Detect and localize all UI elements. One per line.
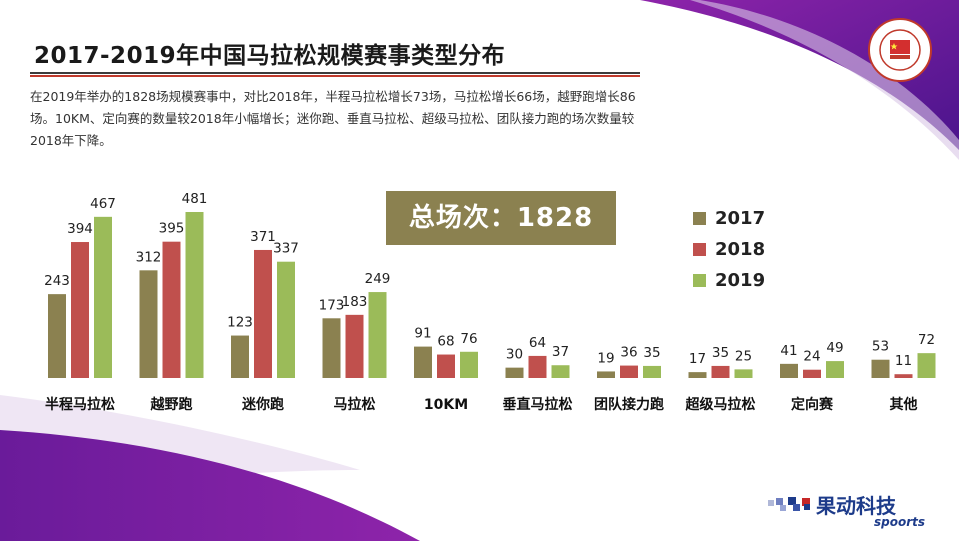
bar-2019-7 <box>734 369 753 378</box>
legend-swatch-2017 <box>693 212 706 225</box>
bar-2019-0 <box>94 216 112 378</box>
chart-legend: 2017 2018 2019 <box>693 203 765 296</box>
bar-2017-8 <box>780 363 798 378</box>
category-label-1: 越野跑 <box>150 396 193 413</box>
category-label-0: 半程马拉松 <box>45 396 115 413</box>
legend-label-2018: 2018 <box>715 239 766 260</box>
category-label-8: 定向赛 <box>791 396 834 413</box>
bar-2018-5 <box>528 355 547 378</box>
bar-2018-4 <box>437 354 455 378</box>
data-label-2018-1: 395 <box>159 221 185 237</box>
bar-2018-6 <box>620 365 638 378</box>
data-label-2019-5: 37 <box>552 344 569 360</box>
bar-2017-7 <box>688 372 707 378</box>
data-label-2017-8: 41 <box>780 343 797 359</box>
bar-2017-1 <box>139 270 158 378</box>
legend-item-2019: 2019 <box>693 265 765 296</box>
bar-2017-9 <box>871 359 890 378</box>
data-label-2018-3: 183 <box>342 294 368 310</box>
brand-logo: 果动科技 spoorts <box>768 490 948 530</box>
bar-2017-6 <box>597 371 615 378</box>
bar-2019-5 <box>551 365 570 378</box>
legend-swatch-2018 <box>693 243 706 256</box>
bar-2017-5 <box>505 367 524 378</box>
data-label-2018-8: 24 <box>803 349 820 365</box>
data-label-2018-7: 35 <box>712 345 729 361</box>
bar-2018-2 <box>254 249 272 378</box>
bar-2019-6 <box>643 365 661 378</box>
legend-item-2018: 2018 <box>693 234 765 265</box>
description-text: 在2019年举办的1828场规模赛事中，对比2018年，半程马拉松增长73场，马… <box>30 89 636 148</box>
data-label-2019-6: 35 <box>643 345 660 361</box>
chinese-athletics-association-logo-icon <box>868 18 932 82</box>
bar-2019-4 <box>460 351 478 378</box>
bar-2019-2 <box>277 261 295 378</box>
data-label-2018-9: 11 <box>895 353 912 369</box>
data-label-2018-4: 68 <box>437 334 454 350</box>
bar-2017-2 <box>231 335 249 378</box>
brand-name-en: spoorts <box>874 515 926 529</box>
page-title: 2017-2019年中国马拉松规模赛事类型分布 <box>34 43 506 69</box>
category-label-6: 团队接力跑 <box>594 396 664 413</box>
legend-item-2017: 2017 <box>693 203 765 234</box>
data-label-2019-9: 72 <box>918 332 935 348</box>
bar-2019-9 <box>917 353 936 378</box>
legend-swatch-2019 <box>693 274 706 287</box>
brand-name-cn: 果动科技 <box>816 494 896 518</box>
data-label-2017-3: 173 <box>319 297 345 313</box>
title-underline <box>30 72 640 77</box>
data-label-2017-5: 30 <box>506 347 523 363</box>
data-label-2018-0: 394 <box>67 221 93 237</box>
bar-2017-3 <box>322 318 341 378</box>
bar-2018-9 <box>894 374 913 378</box>
bar-2018-8 <box>803 369 821 378</box>
data-label-2019-8: 49 <box>826 340 843 356</box>
data-label-2019-4: 76 <box>460 331 477 347</box>
bar-2019-3 <box>368 292 387 378</box>
data-label-2017-6: 19 <box>597 350 614 366</box>
bar-2017-4 <box>414 346 432 378</box>
category-label-3: 马拉松 <box>334 396 376 413</box>
data-label-2018-2: 371 <box>250 229 276 245</box>
data-label-2019-0: 467 <box>90 196 116 212</box>
data-label-2017-4: 91 <box>414 326 431 342</box>
data-label-2019-2: 337 <box>273 241 299 257</box>
data-label-2019-1: 481 <box>182 191 208 207</box>
legend-label-2019: 2019 <box>715 270 766 291</box>
legend-label-2017: 2017 <box>715 208 766 229</box>
bar-2019-8 <box>826 361 844 378</box>
total-events-box: 总场次：1828 <box>386 191 616 245</box>
data-label-2019-7: 25 <box>735 348 752 364</box>
bar-2018-7 <box>711 365 730 378</box>
bar-2018-0 <box>71 242 89 378</box>
bar-2018-1 <box>162 241 181 378</box>
bar-2017-0 <box>48 294 66 378</box>
bar-2018-3 <box>345 314 364 378</box>
data-label-2017-7: 17 <box>689 351 706 367</box>
category-label-2: 迷你跑 <box>241 396 284 413</box>
data-label-2017-2: 123 <box>227 315 253 331</box>
checker-flag-icon <box>768 497 810 511</box>
category-label-9: 其他 <box>890 396 918 413</box>
data-label-2017-1: 312 <box>136 249 162 265</box>
data-label-2018-6: 36 <box>620 345 637 361</box>
category-label-4: 10KM <box>424 397 468 413</box>
bar-2019-1 <box>185 212 204 378</box>
data-label-2018-5: 64 <box>529 335 546 351</box>
data-label-2019-3: 249 <box>365 271 391 287</box>
category-label-5: 垂直马拉松 <box>503 396 573 413</box>
data-label-2017-0: 243 <box>44 273 70 289</box>
data-label-2017-9: 53 <box>872 339 889 355</box>
category-label-7: 超级马拉松 <box>685 396 756 413</box>
